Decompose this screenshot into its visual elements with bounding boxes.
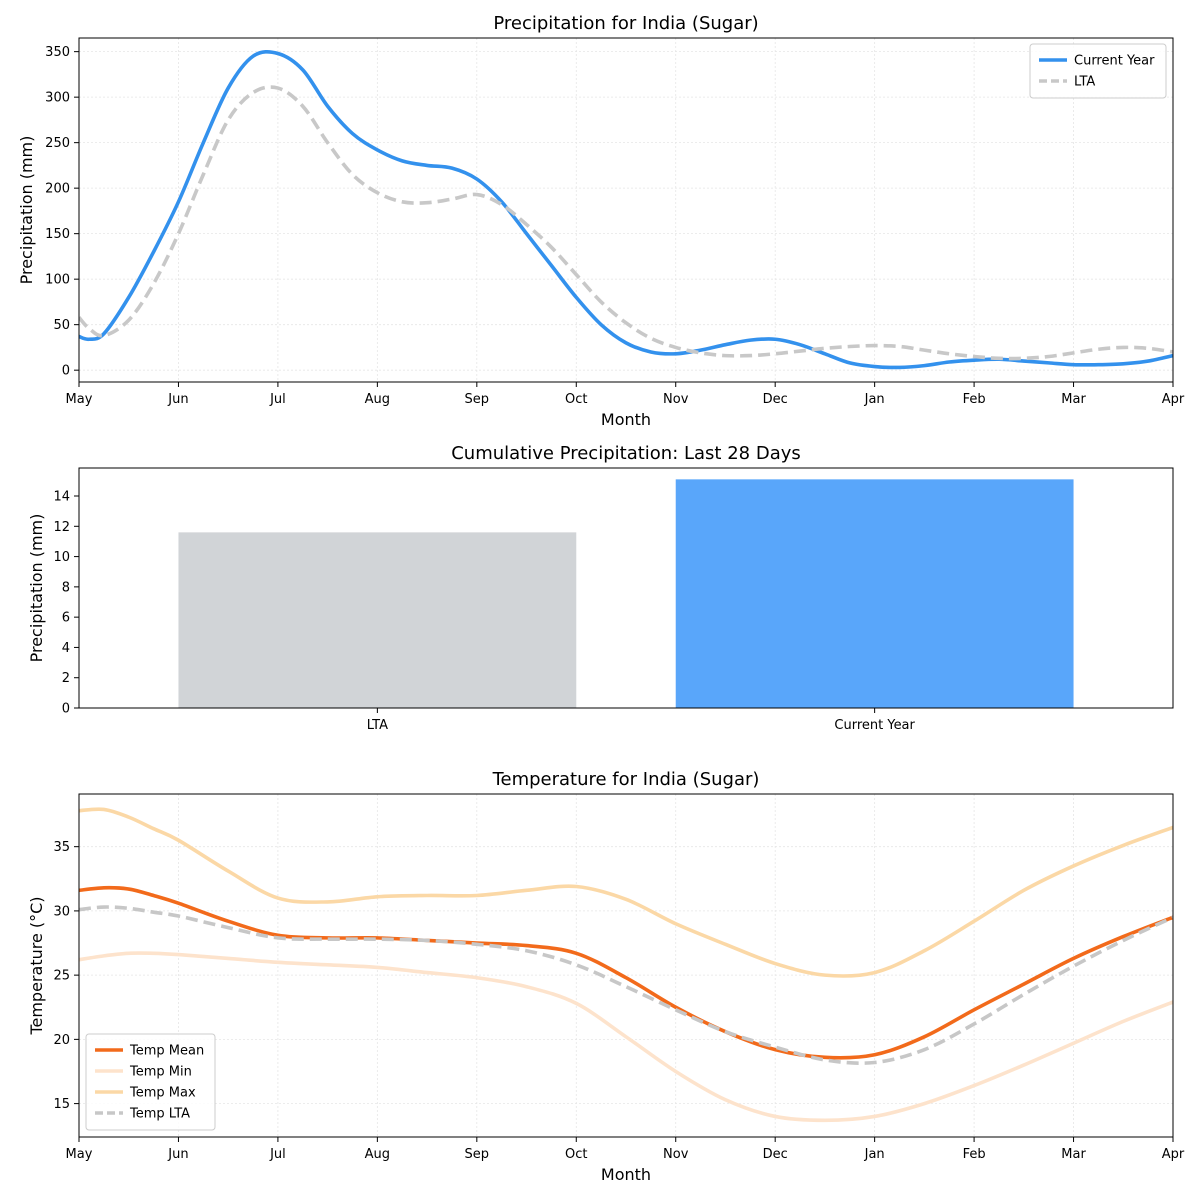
x-axis-label: Month (601, 410, 651, 429)
legend: Temp Mean Temp Min Temp Max Temp LTA (85, 1033, 216, 1131)
y-axis-label: Precipitation (mm) (27, 514, 46, 663)
y-tick-label: 25 (53, 969, 70, 984)
legend-box (1029, 43, 1167, 99)
legend-label-0: Temp Mean (129, 1044, 204, 1059)
chart-2: May Jun Jul Aug Sep Oct Nov Dec Jan Feb Mar Apr 15 20… (27, 769, 1185, 1184)
x-tick-label: Jan (864, 1147, 885, 1162)
y-tick-label: 6 (62, 611, 70, 626)
y-tick-label: 300 (45, 91, 70, 106)
y-tick-label: 0 (62, 364, 70, 379)
y-tick-label: 15 (53, 1097, 70, 1112)
legend-label-2: Temp Max (129, 1086, 196, 1101)
series-line-2 (79, 807, 1173, 978)
x-tick-label: Nov (663, 392, 689, 407)
x-tick-label: Dec (763, 392, 788, 407)
x-tick-label: Jul (269, 392, 286, 407)
y-tick-label: 20 (53, 1033, 70, 1048)
x-tick-label: Oct (565, 1147, 587, 1162)
x-tick-label: Current Year (834, 718, 915, 733)
series-line-1 (79, 85, 1173, 361)
y-tick-label: 250 (45, 136, 70, 151)
x-tick-label: Nov (663, 1147, 689, 1162)
bar-0 (178, 532, 577, 708)
x-tick-label: Jan (864, 392, 885, 407)
y-tick-label: 50 (53, 318, 70, 333)
y-tick-label: 35 (53, 840, 70, 855)
chart-title: Temperature for India (Sugar) (492, 769, 760, 790)
y-tick-label: 350 (45, 45, 70, 60)
series-line-1 (79, 951, 1173, 1123)
legend-label-0: Current Year (1074, 54, 1155, 69)
legend-label-1: Temp Min (129, 1065, 192, 1080)
y-axis-label: Precipitation (mm) (17, 136, 36, 285)
y-tick-label: 14 (53, 490, 70, 505)
x-tick-label: May (66, 1147, 93, 1162)
y-tick-label: 150 (45, 227, 70, 242)
y-tick-label: 10 (53, 550, 70, 565)
chart-1: LTA Current Year 0 2 4 6 8 10 12 14 Cumulative Pre… (27, 443, 1174, 733)
y-tick-label: 200 (45, 182, 70, 197)
x-tick-label: Sep (465, 392, 490, 407)
x-tick-label: Aug (365, 392, 390, 407)
x-tick-label: Jul (269, 1147, 286, 1162)
plot-frame (78, 467, 1174, 709)
x-tick-label: Mar (1061, 392, 1086, 407)
x-tick-label: Dec (763, 1147, 788, 1162)
x-tick-label: May (66, 392, 93, 407)
x-tick-label: LTA (367, 718, 388, 733)
chart-0: May Jun Jul Aug Sep Oct Nov Dec Jan Feb Mar Apr 0 50 1… (17, 13, 1185, 429)
y-tick-label: 12 (53, 520, 70, 535)
y-tick-label: 8 (62, 580, 70, 595)
y-tick-label: 4 (62, 641, 70, 656)
plot-frame (78, 37, 1174, 383)
x-axis-label: Month (601, 1165, 651, 1184)
y-tick-label: 100 (45, 273, 70, 288)
x-tick-label: Apr (1162, 392, 1185, 407)
x-tick-label: Jun (167, 392, 188, 407)
chart-title: Cumulative Precipitation: Last 28 Days (451, 443, 801, 464)
bar-1 (675, 479, 1074, 708)
series-line-0 (79, 885, 1173, 1060)
legend-label-3: Temp LTA (129, 1107, 190, 1122)
y-tick-label: 30 (53, 904, 70, 919)
x-tick-label: Feb (963, 1147, 986, 1162)
x-tick-label: Jun (167, 1147, 188, 1162)
x-tick-label: Aug (365, 1147, 390, 1162)
legend-box (85, 1033, 216, 1131)
chart-title: Precipitation for India (Sugar) (493, 13, 758, 34)
x-tick-label: Sep (465, 1147, 490, 1162)
x-tick-label: Mar (1061, 1147, 1086, 1162)
y-tick-label: 2 (62, 671, 70, 686)
series-line-0 (79, 50, 1173, 370)
plot-frame (78, 793, 1174, 1138)
x-tick-label: Oct (565, 392, 587, 407)
legend-label-1: LTA (1074, 75, 1095, 90)
x-tick-label: Feb (963, 392, 986, 407)
y-tick-label: 0 (62, 702, 70, 717)
x-tick-label: Apr (1162, 1147, 1185, 1162)
legend: Current Year LTA (1029, 43, 1167, 99)
y-axis-label: Temperature (°C) (27, 896, 46, 1035)
series-line-3 (79, 905, 1173, 1065)
